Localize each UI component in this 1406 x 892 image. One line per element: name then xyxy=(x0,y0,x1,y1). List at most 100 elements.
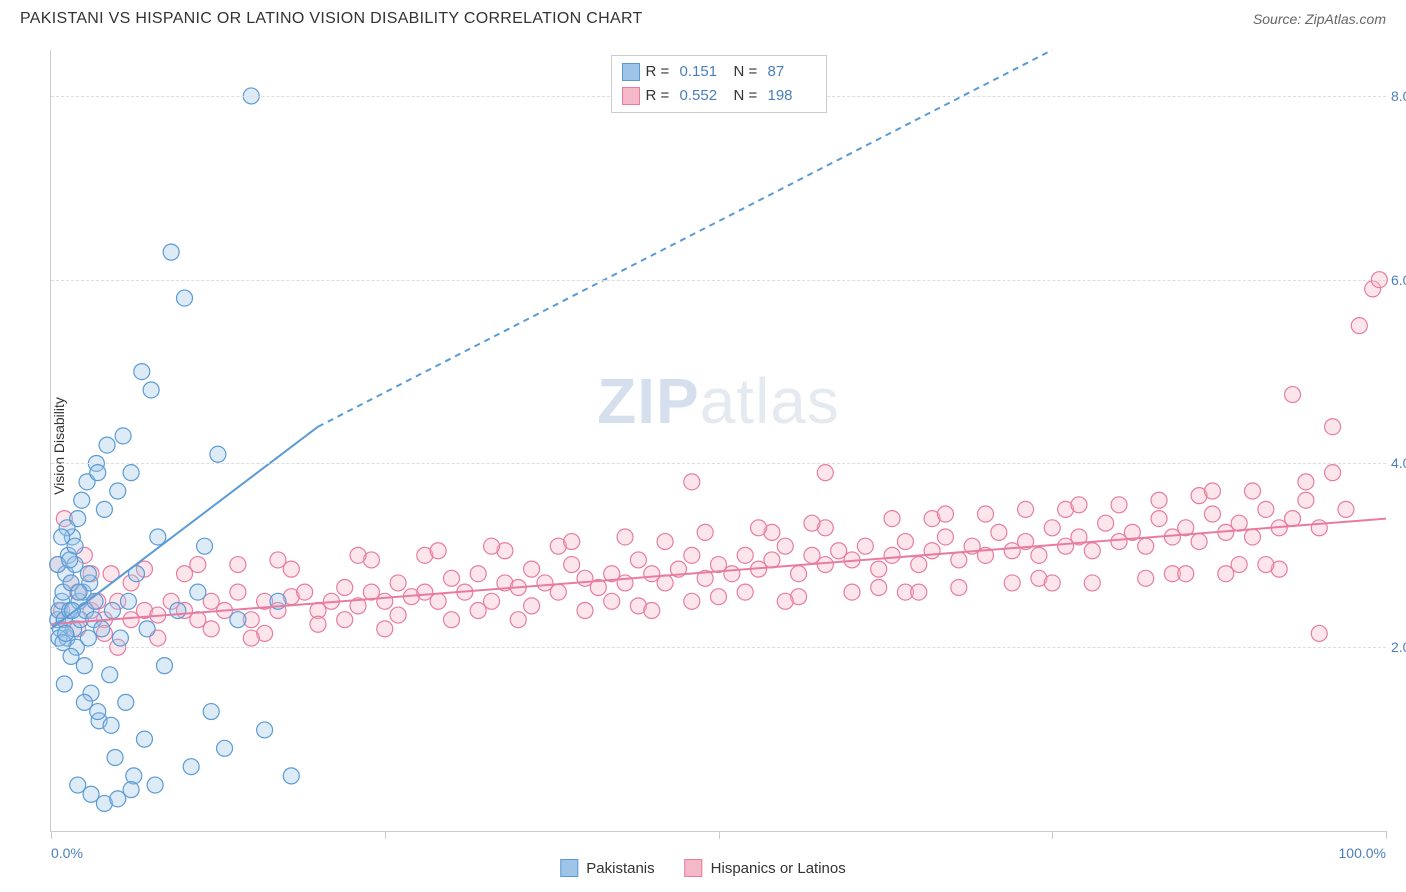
scatter-point xyxy=(297,584,313,600)
scatter-point xyxy=(871,561,887,577)
scatter-point xyxy=(937,529,953,545)
scatter-point xyxy=(897,534,913,550)
scatter-point xyxy=(136,731,152,747)
scatter-point xyxy=(110,483,126,499)
scatter-point xyxy=(991,524,1007,540)
scatter-point xyxy=(777,593,793,609)
scatter-point xyxy=(377,593,393,609)
scatter-point xyxy=(884,511,900,527)
scatter-point xyxy=(737,584,753,600)
scatter-point xyxy=(203,621,219,637)
legend-row-pakistanis: R = 0.151 N = 87 xyxy=(622,60,816,84)
scatter-point xyxy=(56,676,72,692)
x-tick-label: 100.0% xyxy=(1339,845,1386,861)
r-value-hispanics: 0.552 xyxy=(680,84,728,108)
scatter-point xyxy=(1231,557,1247,573)
scatter-point xyxy=(911,584,927,600)
x-tick xyxy=(385,831,386,839)
scatter-point xyxy=(58,625,74,641)
scatter-point xyxy=(123,782,139,798)
scatter-point xyxy=(550,584,566,600)
scatter-point xyxy=(1298,492,1314,508)
x-tick xyxy=(51,831,52,839)
scatter-point xyxy=(524,561,540,577)
scatter-point xyxy=(657,534,673,550)
scatter-point xyxy=(270,552,286,568)
gridline-h xyxy=(51,647,1386,648)
scatter-point xyxy=(871,580,887,596)
scatter-point xyxy=(126,768,142,784)
scatter-point xyxy=(1098,515,1114,531)
scatter-point xyxy=(430,593,446,609)
scatter-point xyxy=(817,465,833,481)
scatter-point xyxy=(390,607,406,623)
scatter-point xyxy=(90,465,106,481)
scatter-point xyxy=(134,364,150,380)
scatter-point xyxy=(1018,501,1034,517)
scatter-point xyxy=(604,593,620,609)
scatter-point xyxy=(257,722,273,738)
r-label: R = xyxy=(646,60,674,84)
scatter-point xyxy=(804,515,820,531)
scatter-point xyxy=(617,529,633,545)
scatter-point xyxy=(1004,575,1020,591)
scatter-point xyxy=(230,584,246,600)
scatter-point xyxy=(777,538,793,554)
gridline-h xyxy=(51,280,1386,281)
scatter-point xyxy=(118,694,134,710)
scatter-point xyxy=(1084,575,1100,591)
scatter-point xyxy=(751,520,767,536)
scatter-point xyxy=(197,538,213,554)
scatter-point xyxy=(1151,492,1167,508)
scatter-point xyxy=(564,557,580,573)
scatter-point xyxy=(377,621,393,637)
scatter-point xyxy=(737,547,753,563)
scatter-point xyxy=(147,777,163,793)
scatter-point xyxy=(112,630,128,646)
x-tick xyxy=(1052,831,1053,839)
scatter-point xyxy=(951,580,967,596)
scatter-point xyxy=(978,506,994,522)
scatter-point xyxy=(230,612,246,628)
scatter-point xyxy=(430,543,446,559)
scatter-point xyxy=(99,437,115,453)
scatter-point xyxy=(657,575,673,591)
scatter-point xyxy=(791,566,807,582)
scatter-point xyxy=(390,575,406,591)
scatter-point xyxy=(123,465,139,481)
scatter-point xyxy=(1285,387,1301,403)
scatter-point xyxy=(190,557,206,573)
scatter-point xyxy=(1178,566,1194,582)
scatter-point xyxy=(139,621,155,637)
scatter-point xyxy=(350,547,366,563)
scatter-point xyxy=(577,602,593,618)
scatter-point xyxy=(1258,501,1274,517)
scatter-point xyxy=(120,593,136,609)
scatter-point xyxy=(951,552,967,568)
scatter-point xyxy=(1245,483,1261,499)
scatter-point xyxy=(684,593,700,609)
scatter-point xyxy=(1325,419,1341,435)
scatter-point xyxy=(177,290,193,306)
scatter-point xyxy=(684,547,700,563)
y-tick-label: 4.0% xyxy=(1391,455,1406,471)
scatter-point xyxy=(183,759,199,775)
scatter-point xyxy=(310,616,326,632)
scatter-point xyxy=(1311,625,1327,641)
chart-title: PAKISTANI VS HISPANIC OR LATINO VISION D… xyxy=(20,10,643,28)
legend-item-pakistanis: Pakistanis xyxy=(560,859,654,877)
scatter-point xyxy=(1071,497,1087,513)
scatter-point xyxy=(203,704,219,720)
scatter-point xyxy=(70,777,86,793)
scatter-point xyxy=(1151,511,1167,527)
scatter-point xyxy=(1245,529,1261,545)
scatter-point xyxy=(143,382,159,398)
legend-item-hispanics: Hispanics or Latinos xyxy=(685,859,846,877)
scatter-point xyxy=(524,598,540,614)
scatter-point xyxy=(1138,538,1154,554)
legend-label-pakistanis: Pakistanis xyxy=(586,860,654,877)
scatter-point xyxy=(1204,506,1220,522)
scatter-point xyxy=(1285,511,1301,527)
scatter-point xyxy=(337,580,353,596)
legend-label-hispanics: Hispanics or Latinos xyxy=(711,860,846,877)
